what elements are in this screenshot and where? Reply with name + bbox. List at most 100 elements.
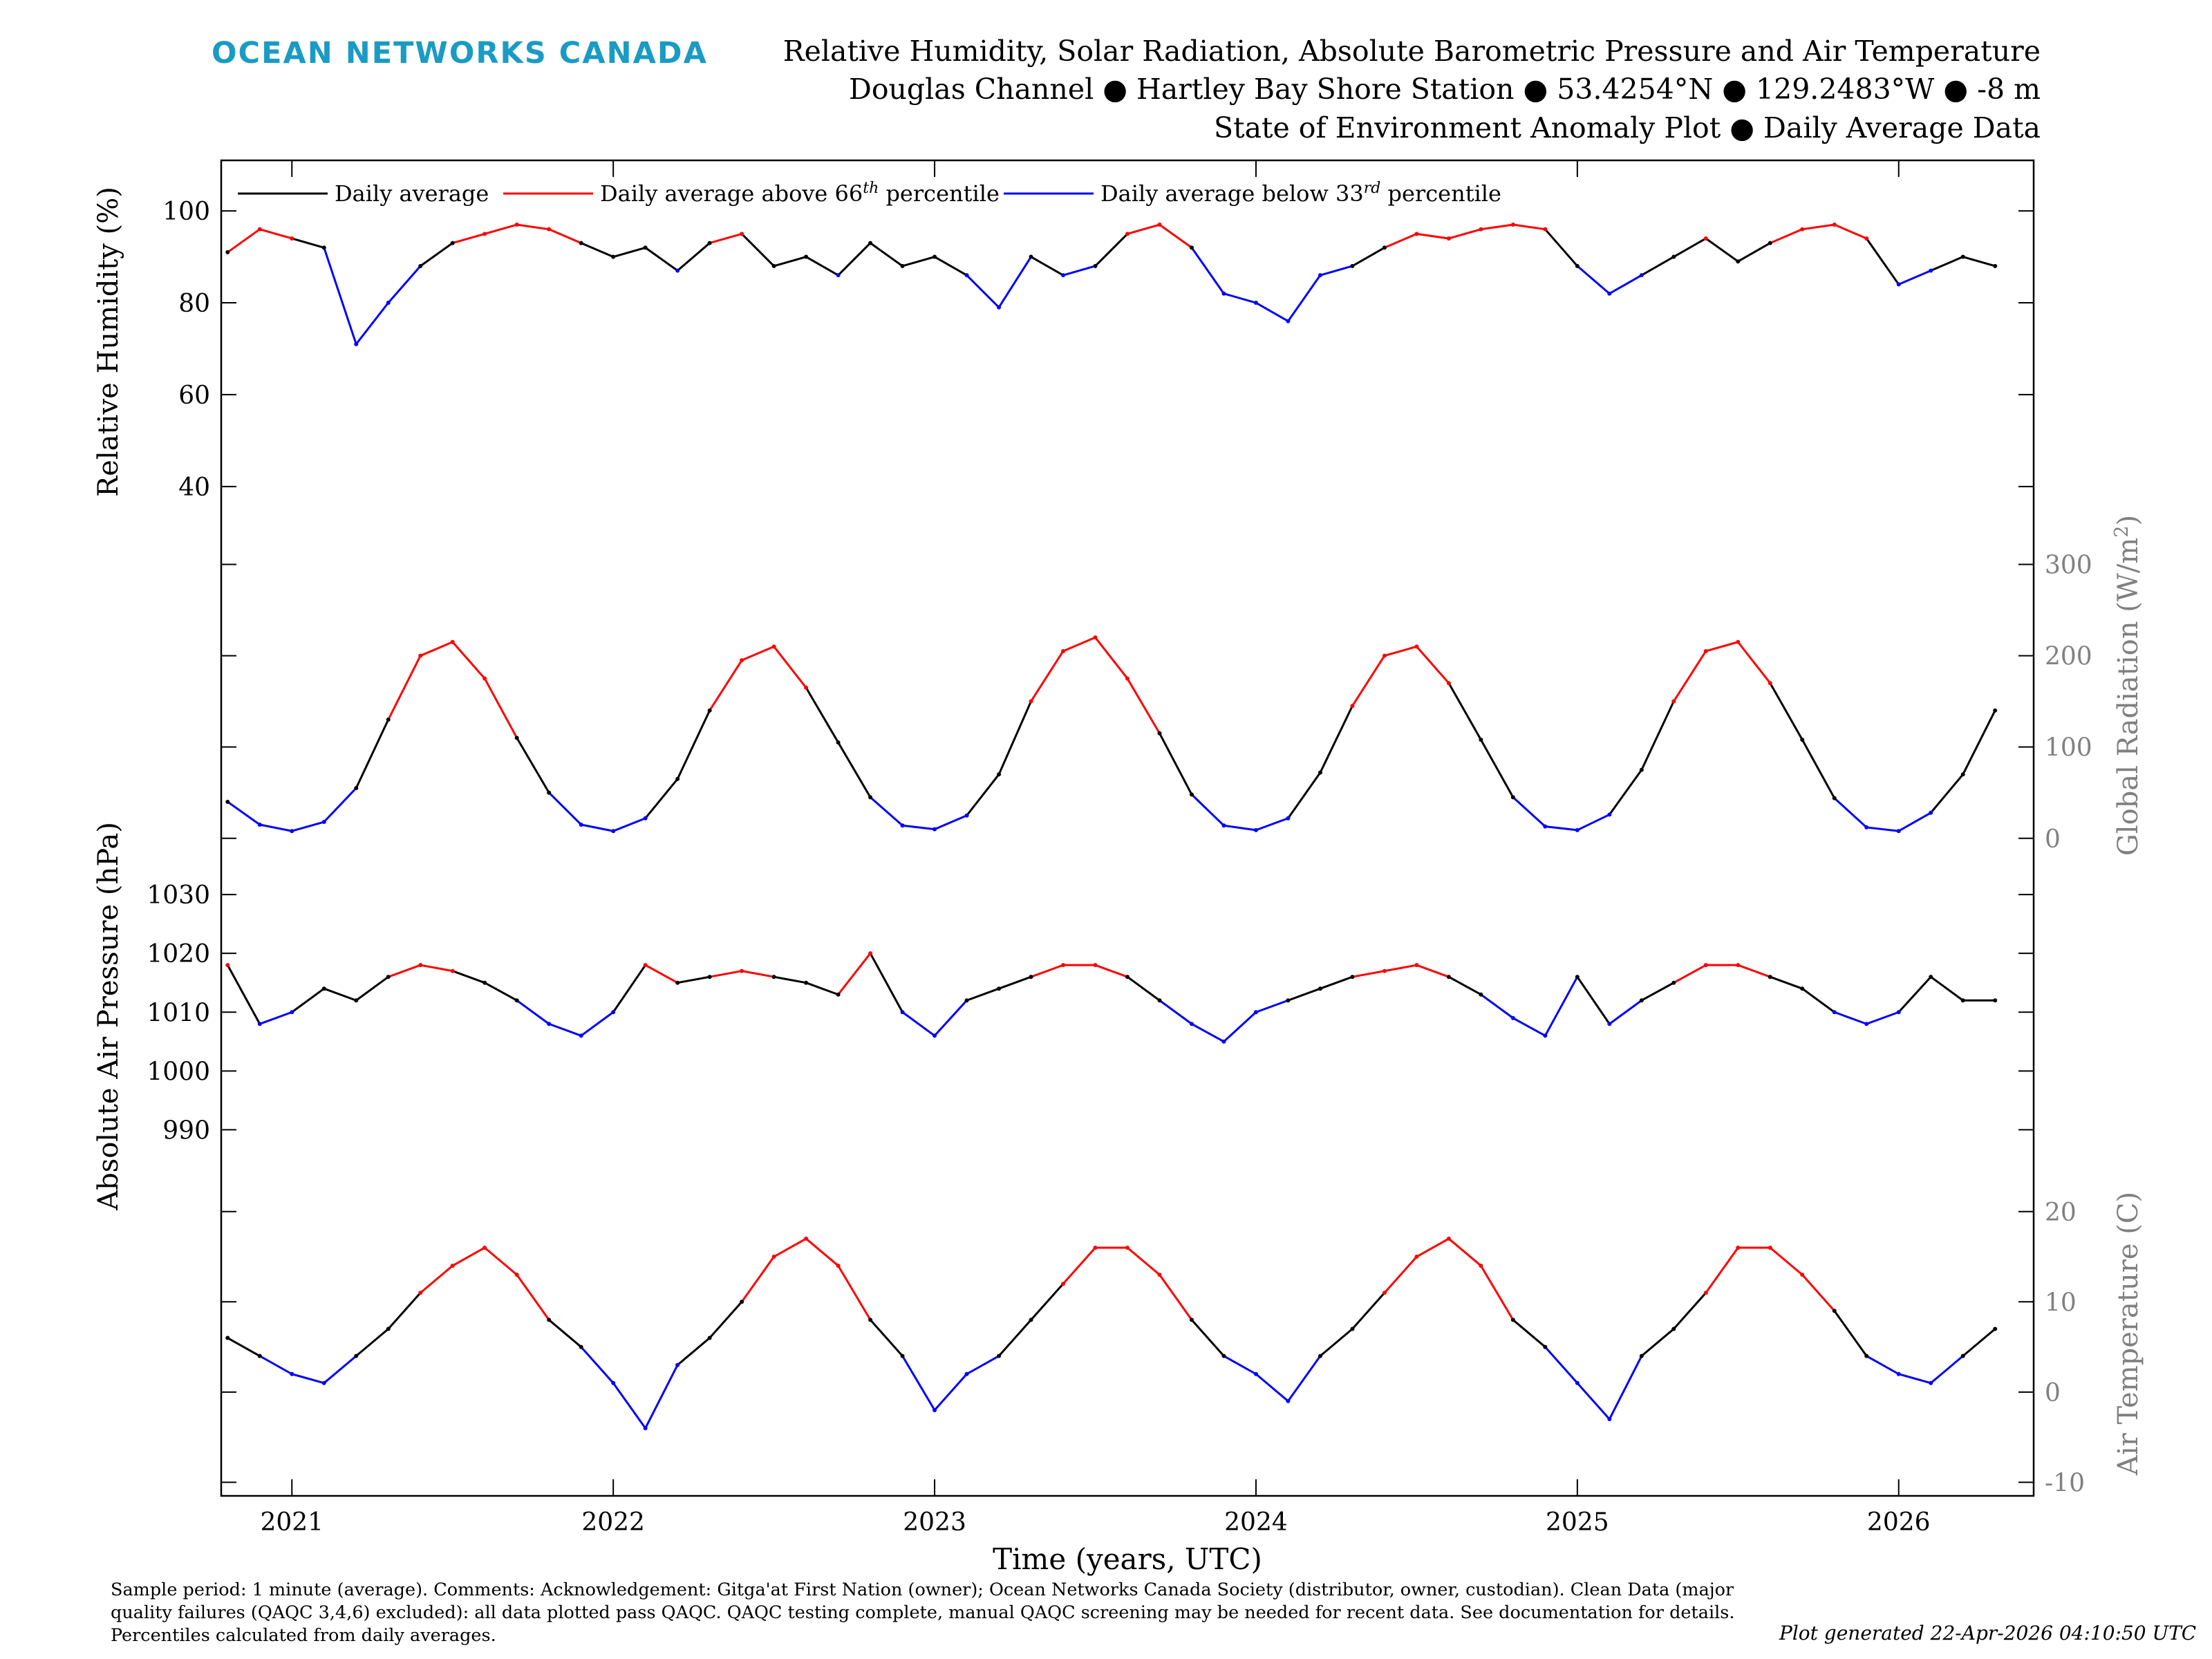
pressure-data-point: [225, 963, 230, 968]
temperature-ylabel: Air Temperature (C): [2112, 1192, 2144, 1476]
legend-below-33rd-label: Daily average below 33rd percentile: [1100, 180, 1501, 207]
temperature-series-segment: [1030, 1282, 1065, 1321]
humidity-series-segment: [644, 246, 679, 272]
temperature-ytick-label: -10: [2045, 1469, 2085, 1497]
humidity-series-segment: [1126, 223, 1161, 235]
pressure-data-point: [804, 980, 809, 985]
radiation-data-point: [1221, 823, 1226, 828]
temperature-data-point: [450, 1264, 455, 1268]
radiation-series-segment: [1512, 796, 1546, 828]
radiation-series-segment: [1705, 641, 1739, 653]
radiation-data-point: [1993, 708, 1998, 713]
temperature-series-segment: [676, 1337, 711, 1367]
pressure-data-point: [1414, 963, 1419, 968]
x-tick-label: 2024: [1224, 1508, 1288, 1537]
temperature-data-point: [1703, 1291, 1708, 1295]
radiation-series-segment: [1062, 636, 1097, 653]
radiation-panel: 0 100 200 300 Global Radiation (W/m2): [221, 515, 2144, 856]
humidity-series-segment: [1833, 223, 1868, 240]
humidity-data-point: [1736, 259, 1741, 264]
pressure-series-segment: [1286, 987, 1322, 1002]
radiation-data-point: [1382, 653, 1387, 658]
humidity-series-segment: [1705, 237, 1739, 263]
humidity-series-segment: [773, 256, 807, 268]
temperature-data-point: [321, 1380, 326, 1385]
radiation-data-point: [225, 799, 230, 804]
pressure-series-segment: [1833, 1011, 1868, 1025]
humidity-data-point: [1768, 241, 1772, 245]
temperature-data-point: [1029, 1318, 1033, 1322]
pressure-data-point: [1350, 975, 1355, 980]
temperature-data-point: [418, 1291, 423, 1295]
radiation-data-point: [707, 708, 712, 713]
humidity-series-segment: [259, 228, 293, 240]
temperature-series-segment: [355, 1327, 390, 1358]
radiation-series-segment: [1929, 773, 1965, 814]
humidity-series-segment: [516, 223, 550, 231]
temperature-series-segment: [1576, 1382, 1611, 1421]
radiation-ytick-label: 100: [2045, 734, 2092, 762]
radiation-series-segment: [1576, 813, 1611, 832]
radiation-data-point: [868, 795, 873, 800]
pressure-data-point: [1864, 1022, 1869, 1027]
plot-generated-stamp: Plot generated 22-Apr-2026 04:10:50 UTC: [1779, 1622, 2197, 1644]
radiation-series-segment: [355, 718, 390, 789]
pressure-series-segment: [1865, 1011, 1900, 1025]
temperature-data-point: [868, 1318, 873, 1322]
temperature-series-segment: [1512, 1318, 1546, 1349]
humidity-data-point: [450, 241, 455, 245]
temperature-data-point: [257, 1353, 262, 1358]
radiation-data-point: [1286, 816, 1291, 821]
radiation-series-segment: [1351, 655, 1386, 707]
radiation-data-point: [1253, 827, 1258, 832]
humidity-data-point: [321, 245, 326, 250]
temperature-series-segment: [387, 1291, 422, 1330]
humidity-series-segment: [1865, 237, 1900, 285]
radiation-series-segment: [580, 823, 615, 832]
pressure-series-segment: [355, 975, 390, 1002]
radiation-data-point: [1093, 635, 1098, 640]
pressure-data-point: [1607, 1022, 1612, 1027]
radiation-series-segment: [612, 817, 647, 832]
temperature-series-segment: [740, 1255, 776, 1303]
humidity-data-point: [964, 273, 969, 278]
radiation-ytick-label: 200: [2045, 643, 2092, 671]
pressure-series-segment: [612, 964, 647, 1013]
radiation-data-point: [932, 827, 937, 832]
temperature-data-point: [1832, 1309, 1837, 1313]
humidity-data-point: [1093, 263, 1098, 268]
humidity-data-point: [547, 227, 552, 232]
pressure-data-point: [771, 975, 776, 980]
radiation-data-point: [1575, 827, 1580, 832]
humidity-series-segment: [1672, 237, 1707, 259]
humidity-data-point: [675, 268, 680, 273]
pressure-series-segment: [901, 1011, 936, 1037]
temperature-data-point: [836, 1264, 841, 1268]
humidity-series-segment: [997, 256, 1033, 309]
pressure-series-segment: [580, 1011, 615, 1037]
humidity-data-point: [707, 241, 712, 245]
radiation-series-segment: [1801, 738, 1836, 800]
temperature-series-segment: [1286, 1355, 1322, 1403]
humidity-data-point: [1575, 263, 1580, 268]
radiation-series-segment: [1286, 771, 1322, 820]
humidity-series-segment: [1576, 265, 1611, 295]
radiation-data-point: [579, 822, 583, 827]
pressure-data-point: [1029, 975, 1033, 980]
legend-above-66th-label: Daily average above 66th percentile: [600, 180, 1000, 207]
humidity-series-segment: [805, 256, 840, 276]
x-tick-label: 2021: [260, 1508, 324, 1537]
humidity-data-point: [1157, 223, 1162, 227]
temperature-data-point: [1382, 1291, 1387, 1295]
temperature-data-point: [707, 1335, 712, 1340]
temperature-data-point: [1221, 1353, 1226, 1358]
pressure-series-segment: [1383, 964, 1418, 973]
pressure-series-segment: [933, 999, 968, 1037]
humidity-data-point: [1993, 263, 1998, 268]
radiation-data-point: [643, 816, 648, 821]
temperature-data-point: [1929, 1380, 1933, 1385]
radiation-series-segment: [419, 641, 454, 657]
pressure-data-point: [514, 998, 519, 1003]
temperature-data-point: [1543, 1344, 1548, 1349]
